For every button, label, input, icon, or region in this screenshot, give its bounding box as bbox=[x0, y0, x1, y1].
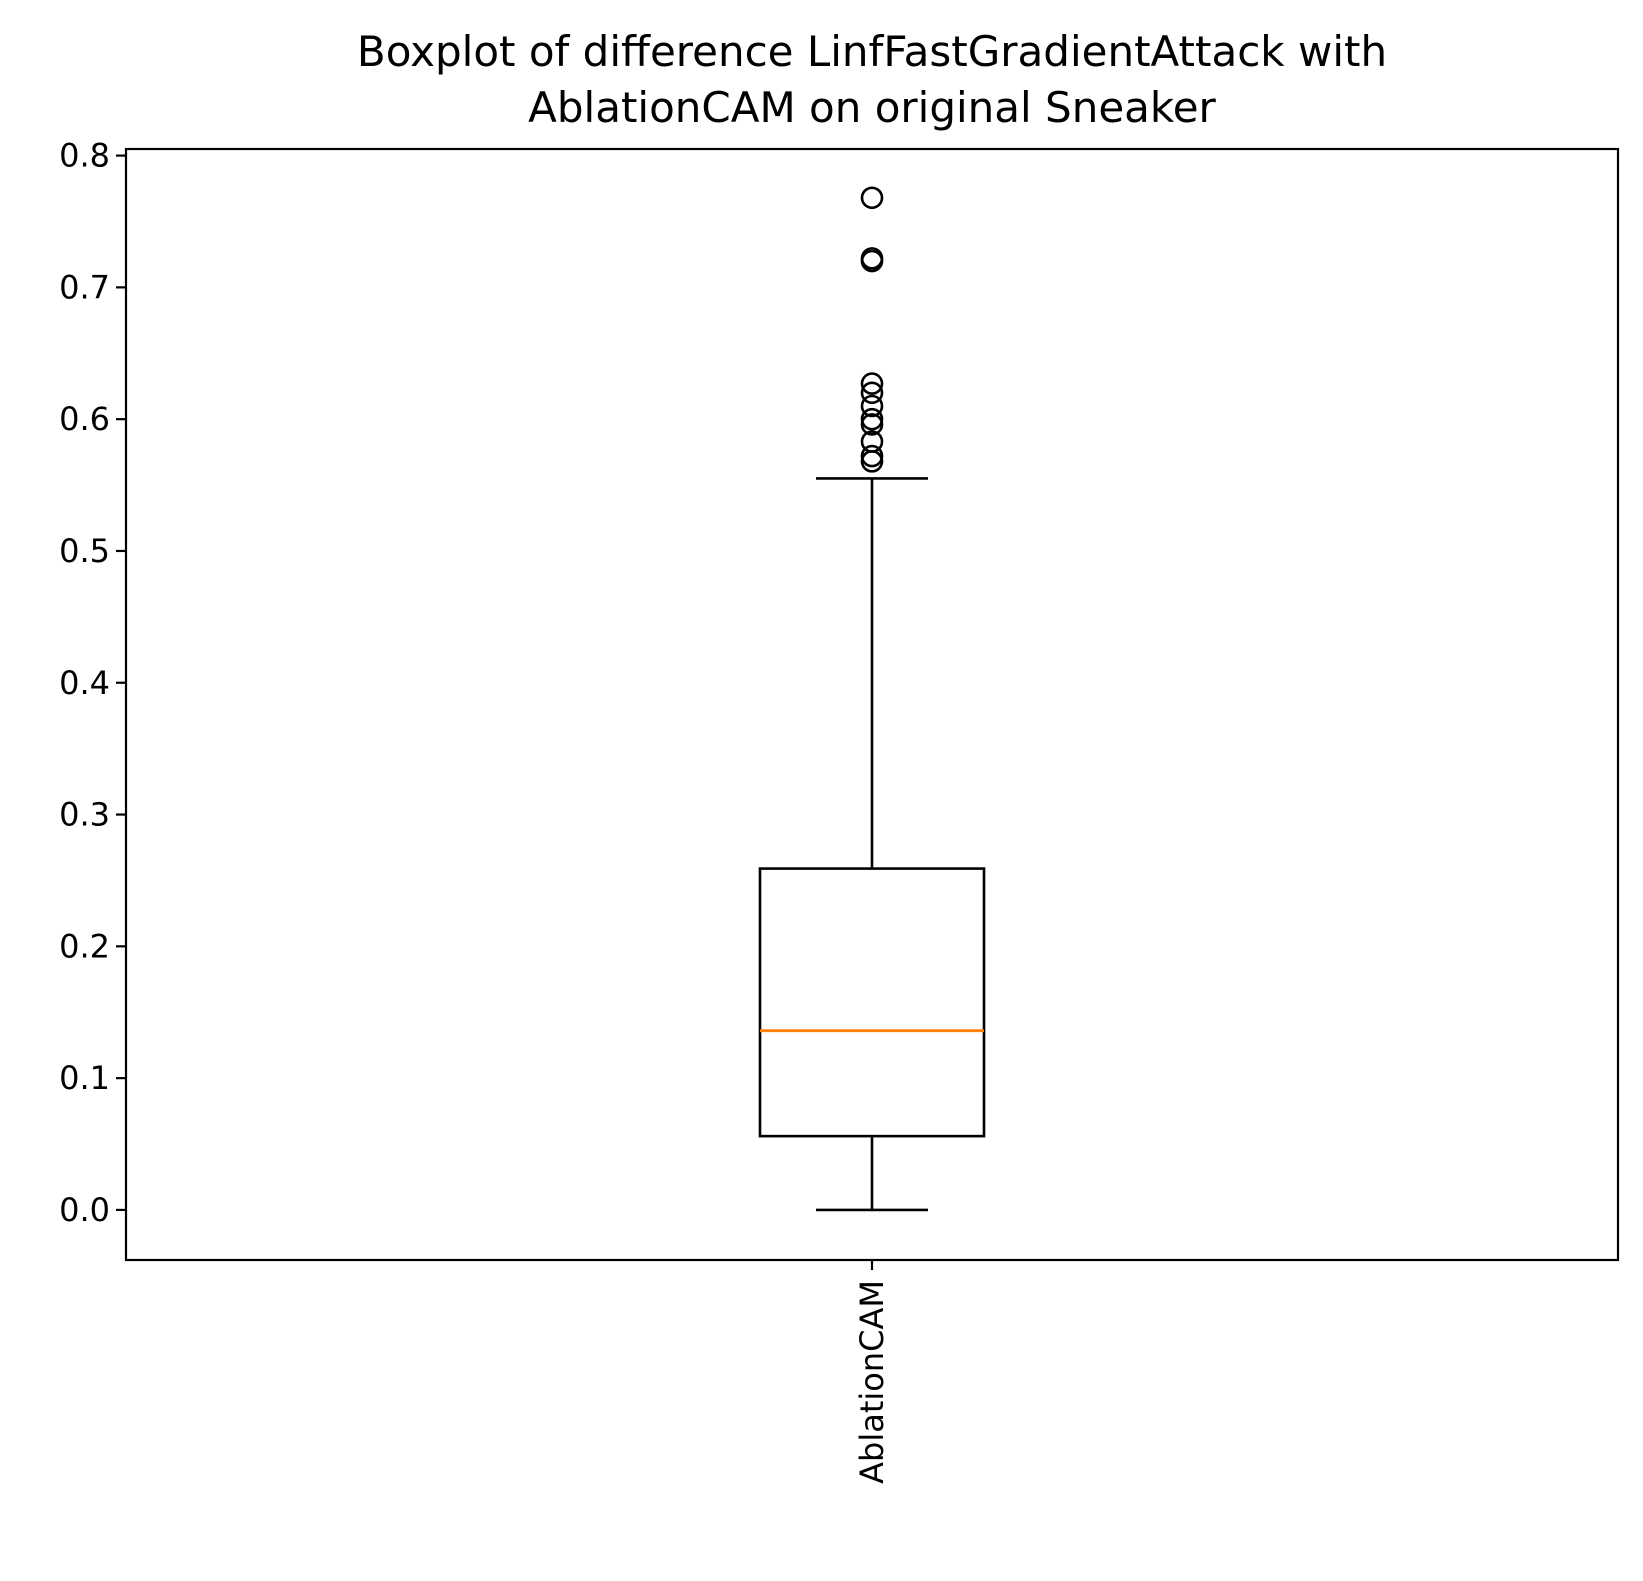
box-group bbox=[758, 186, 986, 1212]
y-axis: 0.0 0.1 0.2 0.3 0.4 0.5 0.6 0.7 0.8 bbox=[59, 137, 126, 1229]
y-tick-label: 0.8 bbox=[59, 137, 110, 175]
y-tick-label: 0.6 bbox=[59, 400, 110, 438]
y-tick-label: 0.4 bbox=[59, 664, 110, 702]
outlier-point bbox=[860, 381, 884, 405]
y-tick-label: 0.3 bbox=[59, 796, 110, 834]
outlier-point bbox=[860, 186, 884, 210]
outlier-point bbox=[860, 430, 884, 453]
outlier-point bbox=[860, 413, 884, 436]
y-tick-label: 0.0 bbox=[59, 1191, 110, 1229]
box-iqr bbox=[758, 867, 986, 1138]
outlier-point bbox=[860, 394, 884, 418]
chart-title-line-2: AblationCAM on original Sneaker bbox=[528, 83, 1216, 132]
y-tick-label: 0.1 bbox=[59, 1059, 110, 1097]
x-tick-label: AblationCAM bbox=[853, 1280, 891, 1484]
plot-area bbox=[758, 186, 986, 1212]
outlier-point bbox=[860, 247, 884, 270]
outlier-point bbox=[860, 407, 884, 431]
x-axis: AblationCAM bbox=[853, 1260, 891, 1484]
axes-frame bbox=[124, 147, 1620, 1262]
outlier-point bbox=[860, 444, 884, 468]
y-tick-label: 0.5 bbox=[59, 532, 110, 570]
chart-title-line-1: Boxplot of difference LinfFastGradientAt… bbox=[357, 27, 1387, 76]
y-tick-label: 0.7 bbox=[59, 268, 110, 306]
outlier-point bbox=[860, 372, 884, 395]
y-tick-label: 0.2 bbox=[59, 927, 110, 965]
